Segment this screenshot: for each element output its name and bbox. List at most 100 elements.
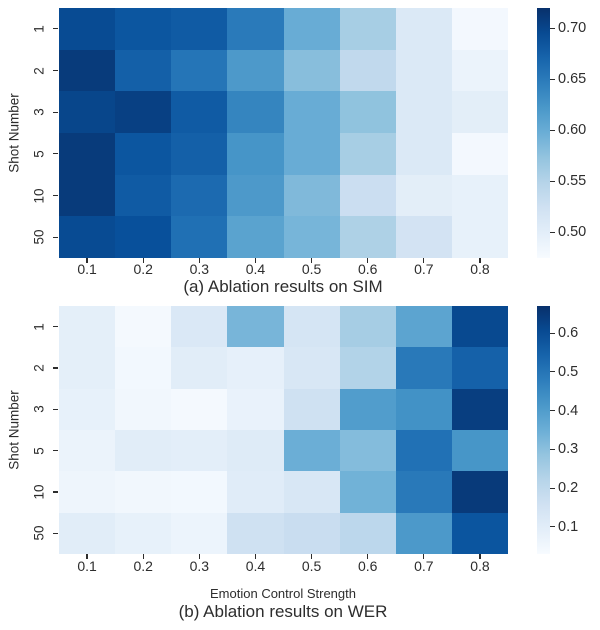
heatmap-cell xyxy=(395,388,452,430)
colorbar-tick-mark xyxy=(550,526,555,528)
heatmap-cell xyxy=(115,306,172,348)
heatmap-cell xyxy=(283,174,340,217)
heatmap-cell xyxy=(227,49,284,92)
x-tick-label: 0.6 xyxy=(357,261,378,277)
heatmap-cell xyxy=(115,133,172,175)
heatmap-cell xyxy=(227,512,284,554)
colorbar-tick-label: 0.60 xyxy=(558,122,587,139)
heatmap-cell xyxy=(59,429,116,472)
y-tick-label: 1 xyxy=(31,25,47,33)
x-tick-label: 0.4 xyxy=(245,558,266,574)
heatmap-cell xyxy=(395,512,452,554)
heatmap-sim xyxy=(59,8,508,258)
colorbar-tick-label: 0.3 xyxy=(558,441,579,458)
y-tick-mark xyxy=(53,408,58,410)
y-tick-label: 2 xyxy=(31,66,47,75)
heatmap-cell xyxy=(171,512,228,554)
x-tick-label: 0.8 xyxy=(470,261,490,277)
heatmap-cell xyxy=(339,49,396,92)
y-tick-mark xyxy=(53,111,58,113)
heatmap-cell xyxy=(283,471,340,513)
colorbar-tick-mark xyxy=(550,410,555,412)
y-axis-label-wer: Shot Number xyxy=(6,390,22,470)
heatmap-cell xyxy=(115,174,172,217)
y-tick-label: 3 xyxy=(31,108,47,116)
heatmap-cell xyxy=(59,91,116,133)
heatmap-cell xyxy=(339,429,396,472)
x-tick-label: 0.5 xyxy=(301,261,322,277)
y-tick-label: 50 xyxy=(31,229,47,245)
y-tick-mark xyxy=(53,28,58,30)
heatmap-cell xyxy=(339,174,396,217)
heatmap-cell xyxy=(451,174,508,217)
heatmap-cell xyxy=(395,347,452,389)
heatmap-cell xyxy=(339,471,396,513)
colorbar-tick-label: 0.4 xyxy=(558,402,579,419)
caption-wer: (b) Ablation results on WER xyxy=(178,602,388,621)
colorbar-tick-mark xyxy=(550,129,555,132)
colorbar-tick-label: 0.55 xyxy=(558,173,587,190)
x-tick-mark xyxy=(367,554,369,559)
heatmap-cell xyxy=(59,174,116,217)
heatmap-cell xyxy=(283,388,340,430)
y-tick-label: 1 xyxy=(31,322,47,331)
heatmap-cell xyxy=(451,388,508,430)
heatmap-cell xyxy=(283,49,340,92)
colorbar-tick-label: 0.1 xyxy=(558,518,579,535)
heatmap-cell xyxy=(171,8,228,50)
x-tick-label: 0.7 xyxy=(414,558,434,574)
heatmap-cell xyxy=(227,174,284,217)
y-tick-label: 50 xyxy=(31,525,47,541)
heatmap-cell xyxy=(339,8,396,50)
heatmap-cell xyxy=(395,91,452,133)
x-tick-mark xyxy=(86,554,88,559)
heatmap-cell xyxy=(395,216,452,258)
x-tick-mark xyxy=(423,258,425,263)
heatmap-cell xyxy=(59,8,116,50)
heatmap-cell xyxy=(59,512,116,554)
colorbar-tick-label: 0.65 xyxy=(558,71,587,88)
heatmap-cell xyxy=(395,49,452,92)
colorbar-tick-label: 0.2 xyxy=(558,480,579,497)
y-tick-mark xyxy=(53,367,58,369)
x-tick-mark xyxy=(479,258,481,263)
heatmap-cell xyxy=(395,429,452,472)
colorbar-tick-mark xyxy=(550,448,555,450)
heatmap-cell xyxy=(395,306,452,348)
heatmap-cell xyxy=(339,91,396,133)
y-tick-label: 3 xyxy=(31,405,47,414)
colorbar-tick-mark xyxy=(550,332,555,334)
heatmap-cell xyxy=(171,471,228,513)
colorbar-tick-label: 0.70 xyxy=(558,20,587,37)
heatmap-cell xyxy=(115,216,172,258)
heatmap-cell xyxy=(283,216,340,258)
x-tick-label: 0.5 xyxy=(301,558,322,574)
heatmap-cell xyxy=(227,306,284,348)
heatmap-cell xyxy=(339,216,396,258)
heatmap-cell xyxy=(451,216,508,258)
heatmap-cell xyxy=(339,512,396,554)
heatmap-cell xyxy=(451,512,508,554)
heatmap-cell xyxy=(227,91,284,133)
y-tick-label: 5 xyxy=(31,150,47,158)
colorbar-sim xyxy=(537,8,550,258)
heatmap-cell xyxy=(283,512,340,554)
y-tick-label: 2 xyxy=(31,364,47,372)
heatmap-cell xyxy=(283,8,340,50)
heatmap-cell xyxy=(59,216,116,258)
heatmap-cell xyxy=(451,429,508,472)
heatmap-cell xyxy=(227,133,284,175)
heatmap-cell xyxy=(451,471,508,513)
heatmap-cell xyxy=(451,91,508,133)
x-tick-mark xyxy=(142,258,144,263)
heatmap-wer xyxy=(59,306,508,554)
colorbar-tick-label: 0.50 xyxy=(558,224,587,241)
y-tick-mark xyxy=(53,153,58,155)
heatmap-cell xyxy=(115,471,172,513)
y-tick-label: 5 xyxy=(31,446,47,455)
heatmap-cell xyxy=(395,174,452,217)
y-tick-mark xyxy=(53,236,58,238)
x-tick-label: 0.8 xyxy=(470,558,490,574)
x-tick-label: 0.2 xyxy=(133,558,153,574)
